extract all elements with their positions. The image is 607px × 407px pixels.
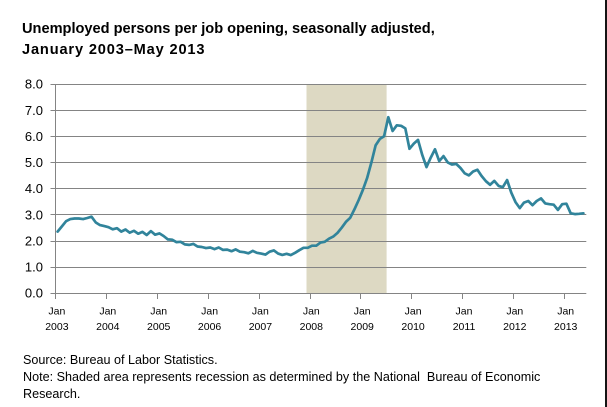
svg-text:2005: 2005 <box>147 321 171 333</box>
svg-text:2009: 2009 <box>351 321 375 333</box>
svg-text:2004: 2004 <box>96 321 120 333</box>
svg-text:3.0: 3.0 <box>25 207 43 222</box>
svg-text:Jan: Jan <box>150 306 167 318</box>
svg-text:2003: 2003 <box>45 321 69 333</box>
svg-text:2.0: 2.0 <box>25 233 43 248</box>
svg-text:5.0: 5.0 <box>25 155 43 170</box>
svg-text:7.0: 7.0 <box>25 103 43 118</box>
svg-text:Jan: Jan <box>405 306 422 318</box>
svg-text:Jan: Jan <box>48 306 65 318</box>
svg-text:0.0: 0.0 <box>25 286 43 301</box>
svg-text:Jan: Jan <box>201 306 218 318</box>
svg-text:Jan: Jan <box>99 306 116 318</box>
svg-text:2007: 2007 <box>249 321 273 333</box>
svg-text:4.0: 4.0 <box>25 181 43 196</box>
svg-text:2011: 2011 <box>453 321 476 333</box>
svg-text:2006: 2006 <box>198 321 222 333</box>
svg-text:2013: 2013 <box>554 321 578 333</box>
svg-text:2010: 2010 <box>401 321 425 333</box>
svg-text:Jan: Jan <box>354 306 371 318</box>
svg-text:2012: 2012 <box>503 321 527 333</box>
svg-text:Jan: Jan <box>557 306 574 318</box>
svg-text:Jan: Jan <box>456 306 473 318</box>
svg-text:Jan: Jan <box>303 306 320 318</box>
svg-text:6.0: 6.0 <box>25 129 43 144</box>
svg-text:Jan: Jan <box>252 306 269 318</box>
svg-text:1.0: 1.0 <box>25 260 43 275</box>
svg-text:2008: 2008 <box>300 321 324 333</box>
svg-text:Jan: Jan <box>506 306 523 318</box>
svg-text:8.0: 8.0 <box>25 77 43 92</box>
